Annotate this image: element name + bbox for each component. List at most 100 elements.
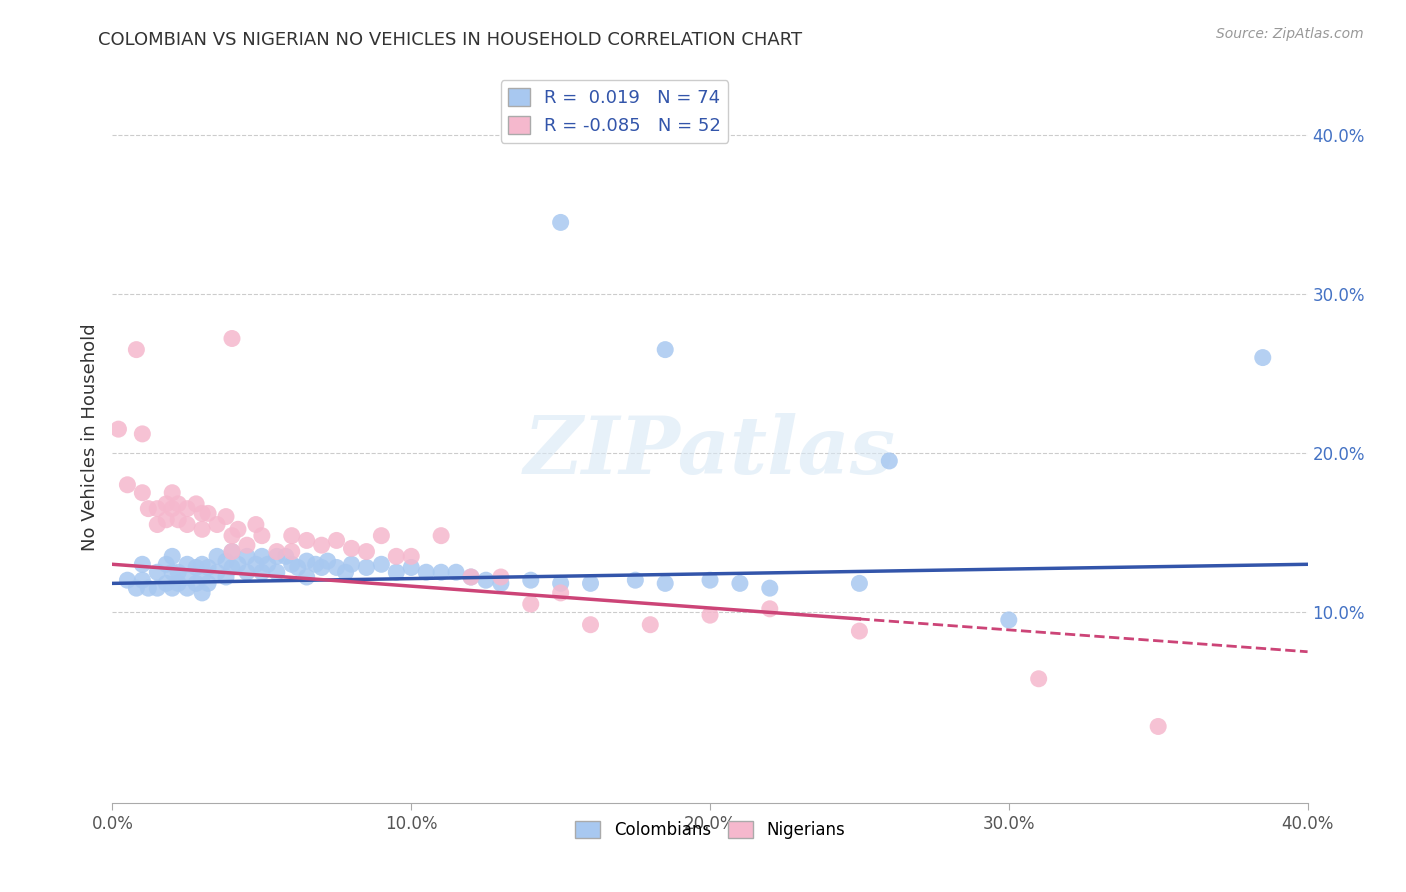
Legend: Colombians, Nigerians: Colombians, Nigerians: [569, 814, 851, 846]
Point: [131, 426, 153, 441]
Point: [197, 576, 219, 591]
Point: [489, 570, 512, 584]
Point: [325, 533, 347, 548]
Point: [107, 422, 129, 436]
Point: [146, 501, 169, 516]
Point: [162, 485, 183, 500]
Point: [430, 566, 453, 580]
Point: [176, 558, 198, 572]
Point: [356, 560, 378, 574]
Point: [221, 544, 243, 558]
Point: [356, 544, 378, 558]
Point: [430, 529, 453, 543]
Point: [295, 554, 318, 568]
Point: [579, 576, 602, 591]
Point: [316, 554, 339, 568]
Point: [250, 549, 273, 564]
Point: [236, 538, 259, 552]
Point: [155, 558, 177, 572]
Point: [162, 501, 183, 516]
Point: [325, 560, 347, 574]
Point: [295, 533, 318, 548]
Point: [728, 576, 751, 591]
Point: [848, 624, 870, 638]
Point: [162, 566, 183, 580]
Point: [191, 522, 214, 536]
Point: [176, 570, 198, 584]
Point: [125, 581, 148, 595]
Point: [1028, 672, 1050, 686]
Point: [125, 343, 148, 357]
Point: [579, 617, 602, 632]
Point: [221, 331, 243, 345]
Text: Source: ZipAtlas.com: Source: ZipAtlas.com: [1216, 27, 1364, 41]
Point: [131, 558, 153, 572]
Point: [460, 570, 482, 584]
Point: [460, 570, 482, 584]
Point: [226, 558, 249, 572]
Point: [311, 538, 333, 552]
Text: COLOMBIAN VS NIGERIAN NO VEHICLES IN HOUSEHOLD CORRELATION CHART: COLOMBIAN VS NIGERIAN NO VEHICLES IN HOU…: [98, 31, 803, 49]
Point: [401, 549, 423, 564]
Point: [370, 558, 392, 572]
Point: [146, 581, 169, 595]
Point: [162, 581, 183, 595]
Point: [245, 558, 267, 572]
Point: [385, 566, 408, 580]
Point: [167, 497, 190, 511]
Point: [340, 541, 363, 556]
Point: [191, 570, 214, 584]
Point: [226, 522, 249, 536]
Point: [335, 566, 357, 580]
Point: [221, 560, 243, 574]
Point: [167, 513, 190, 527]
Point: [759, 581, 782, 595]
Point: [167, 566, 190, 580]
Y-axis label: No Vehicles in Household: No Vehicles in Household: [80, 323, 98, 551]
Point: [176, 517, 198, 532]
Point: [176, 581, 198, 595]
Point: [281, 529, 304, 543]
Point: [236, 549, 259, 564]
Point: [699, 573, 721, 587]
Point: [281, 558, 304, 572]
Point: [250, 566, 273, 580]
Point: [155, 513, 177, 527]
Point: [550, 215, 572, 229]
Point: [146, 517, 169, 532]
Point: [215, 570, 238, 584]
Point: [274, 549, 297, 564]
Point: [146, 566, 169, 580]
Point: [550, 586, 572, 600]
Point: [266, 566, 288, 580]
Point: [205, 566, 228, 580]
Point: [759, 602, 782, 616]
Point: [257, 558, 280, 572]
Point: [1147, 719, 1170, 733]
Point: [186, 497, 208, 511]
Point: [266, 549, 288, 564]
Point: [191, 586, 214, 600]
Point: [550, 576, 572, 591]
Point: [215, 554, 238, 568]
Point: [444, 566, 467, 580]
Point: [370, 529, 392, 543]
Point: [624, 573, 647, 587]
Point: [117, 477, 139, 491]
Point: [385, 549, 408, 564]
Point: [205, 549, 228, 564]
Point: [197, 507, 219, 521]
Point: [699, 608, 721, 623]
Point: [305, 558, 328, 572]
Point: [311, 560, 333, 574]
Point: [221, 529, 243, 543]
Point: [236, 566, 259, 580]
Point: [848, 576, 870, 591]
Point: [520, 573, 543, 587]
Point: [138, 581, 160, 595]
Point: [415, 566, 437, 580]
Point: [489, 576, 512, 591]
Point: [162, 549, 183, 564]
Point: [176, 501, 198, 516]
Point: [197, 560, 219, 574]
